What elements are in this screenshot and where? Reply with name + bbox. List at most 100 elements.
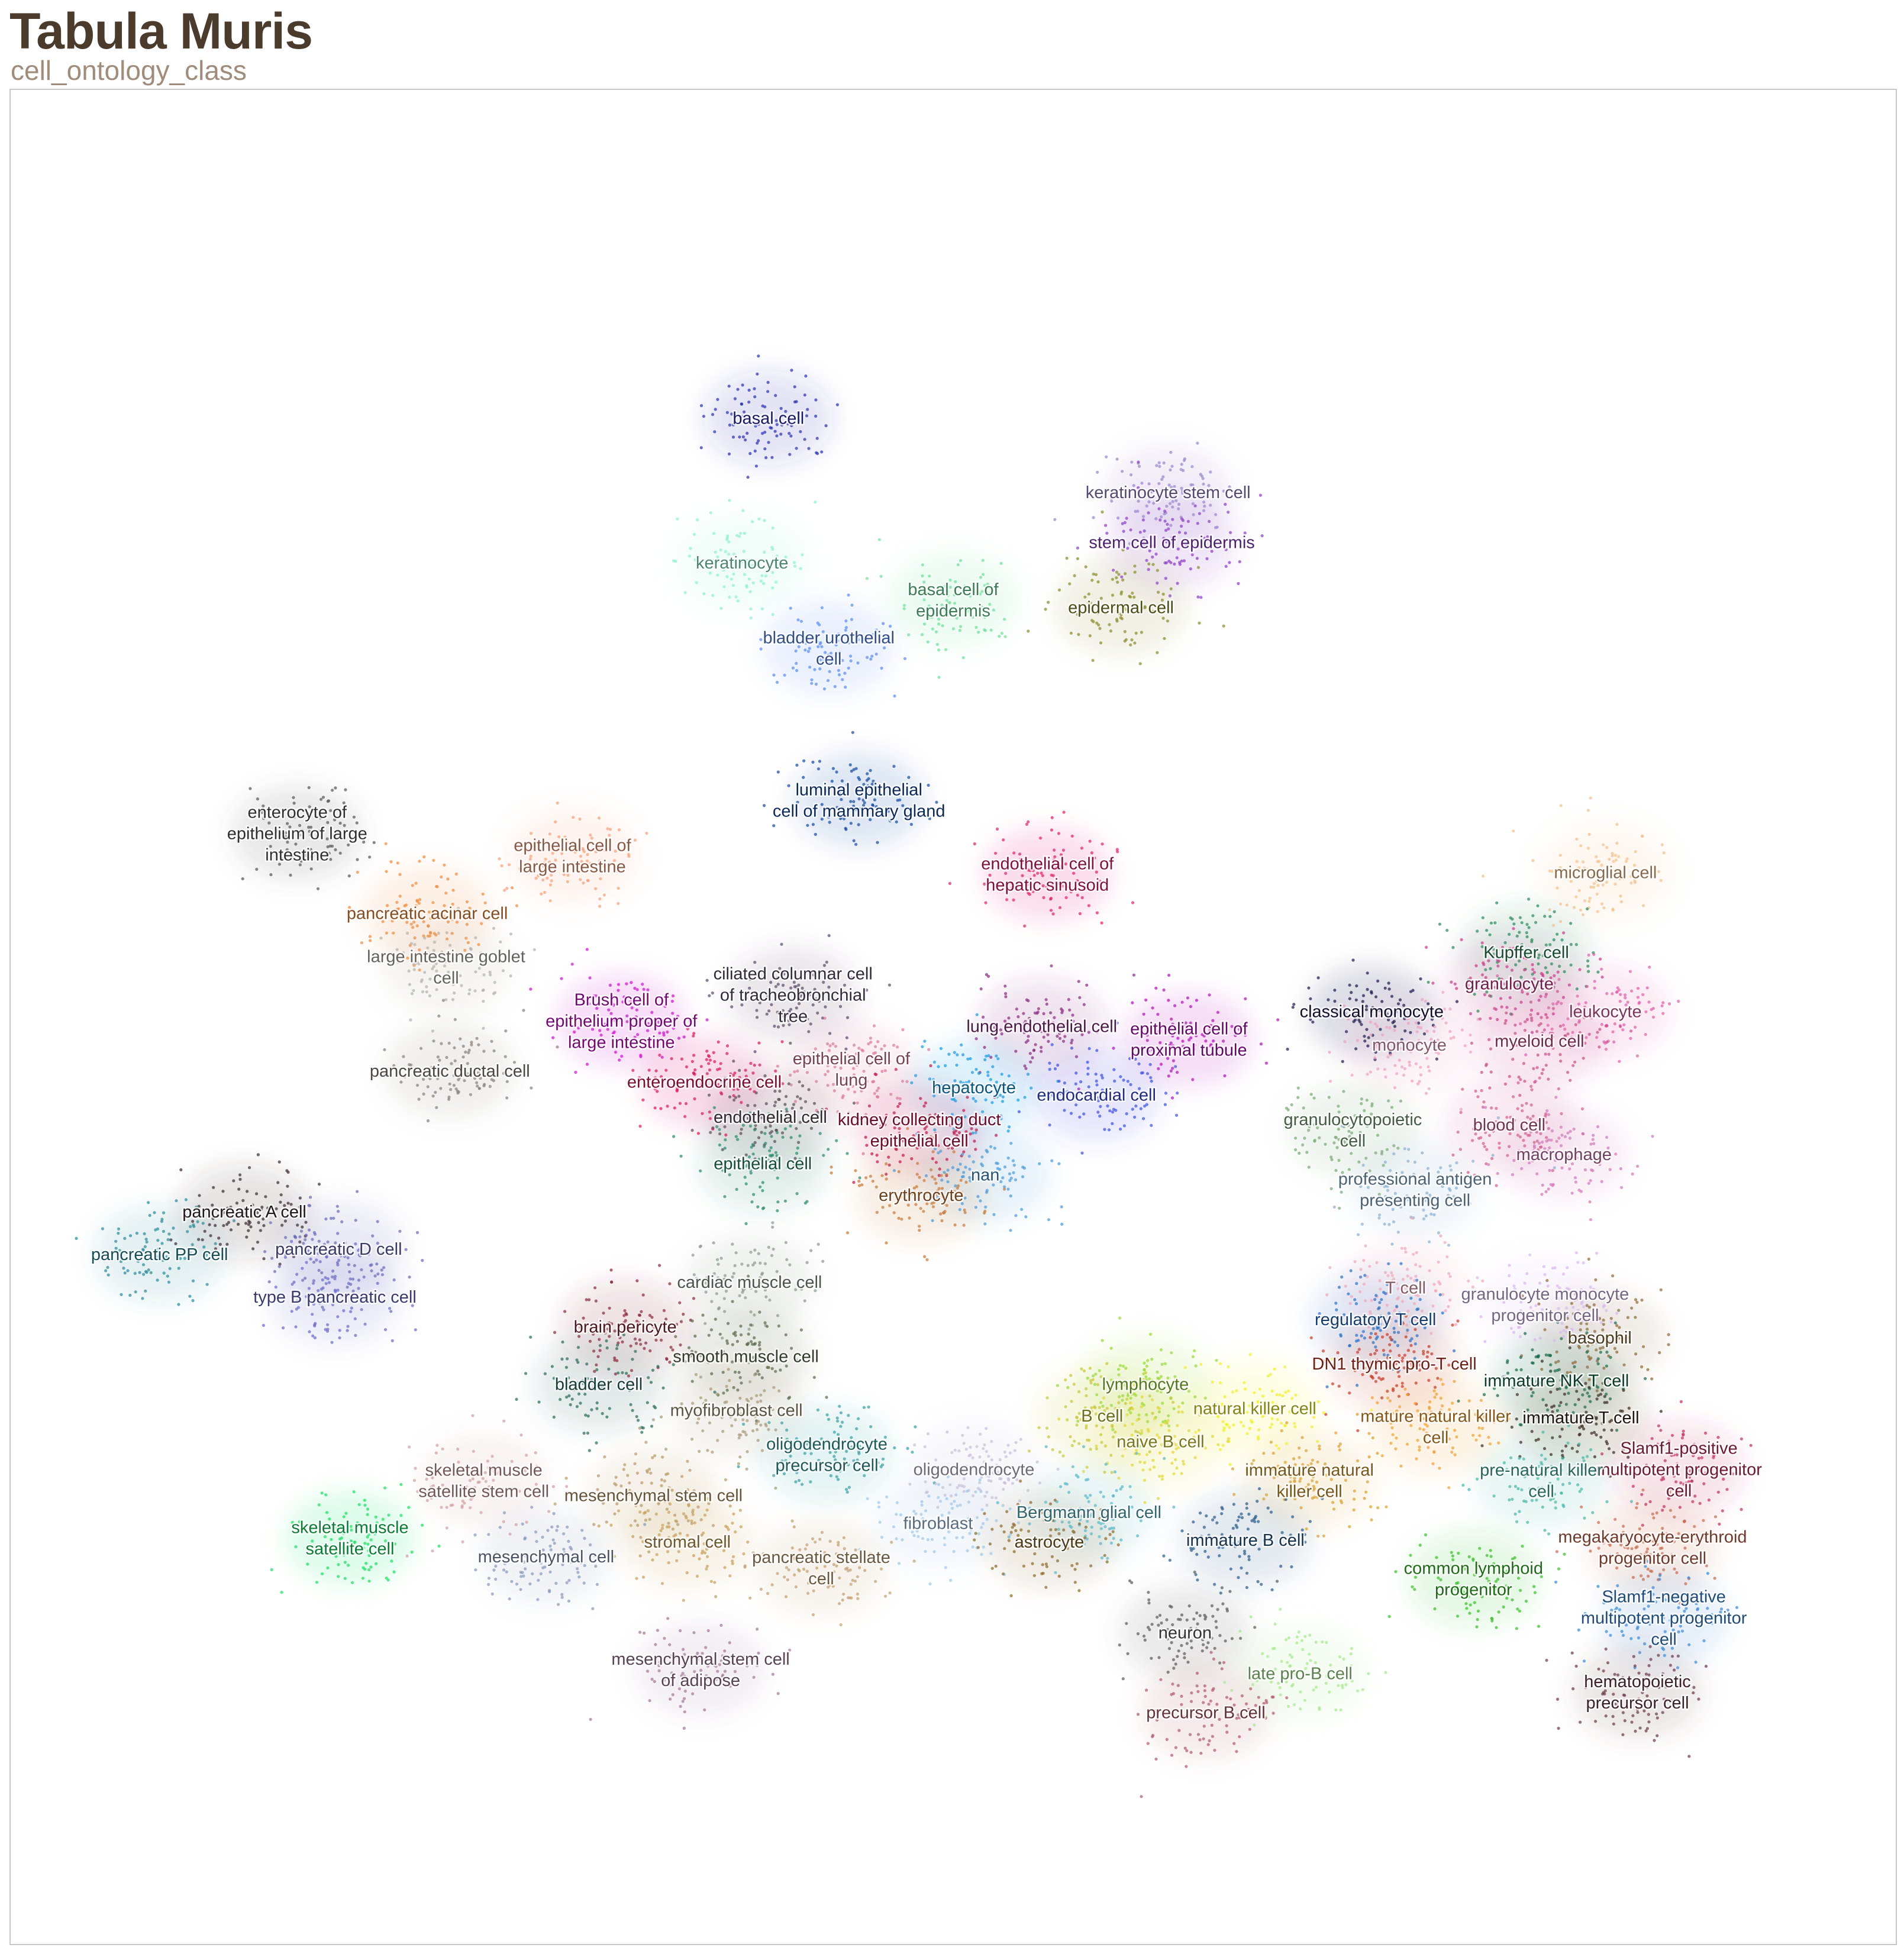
point	[784, 555, 788, 559]
point	[1115, 570, 1118, 574]
point	[360, 1268, 363, 1271]
point	[1201, 477, 1205, 480]
point	[934, 1161, 938, 1164]
point	[1544, 966, 1547, 970]
point	[1109, 629, 1113, 633]
point	[1343, 1040, 1347, 1044]
point	[1370, 1102, 1374, 1106]
point	[671, 994, 675, 997]
point	[1392, 1144, 1396, 1148]
point	[693, 1068, 697, 1072]
point	[1585, 984, 1589, 989]
point	[743, 573, 746, 576]
point	[990, 1101, 994, 1104]
point	[1550, 962, 1553, 965]
point	[1379, 1287, 1382, 1291]
point	[1366, 1044, 1370, 1048]
point	[732, 572, 735, 576]
point	[764, 1102, 768, 1106]
point	[797, 1141, 801, 1144]
point	[1521, 1104, 1524, 1107]
point	[467, 1051, 470, 1054]
point	[1116, 1368, 1121, 1371]
point	[476, 1084, 479, 1088]
point	[1605, 846, 1609, 850]
point	[849, 822, 853, 825]
point	[785, 1258, 789, 1261]
point	[290, 1310, 293, 1313]
point	[1228, 485, 1231, 489]
point	[748, 1380, 752, 1384]
point	[940, 1219, 944, 1223]
point	[1090, 579, 1094, 582]
point	[1595, 855, 1598, 858]
point	[869, 657, 873, 661]
point	[1112, 1068, 1116, 1071]
point	[1513, 1023, 1517, 1027]
point	[1017, 1110, 1021, 1113]
point	[1112, 1107, 1115, 1111]
point	[763, 1321, 767, 1325]
point	[1551, 1007, 1555, 1010]
point	[740, 1101, 743, 1104]
point	[617, 828, 621, 832]
point	[1530, 1361, 1534, 1365]
point	[850, 603, 854, 607]
point	[1115, 618, 1119, 621]
point	[1150, 490, 1154, 493]
point	[299, 1229, 304, 1233]
point	[727, 452, 731, 456]
point	[1140, 1071, 1143, 1075]
point	[1177, 507, 1180, 511]
point	[1513, 1007, 1517, 1010]
point	[320, 1271, 324, 1274]
point	[756, 1016, 759, 1019]
point	[713, 1060, 717, 1064]
point	[1122, 529, 1125, 533]
point	[1243, 531, 1247, 535]
point	[857, 776, 860, 780]
point	[757, 517, 761, 521]
point	[753, 1248, 757, 1252]
point	[313, 1336, 317, 1339]
point	[1623, 993, 1627, 997]
point	[651, 1368, 655, 1372]
point	[1118, 1364, 1122, 1367]
point	[408, 983, 412, 986]
point	[618, 1058, 621, 1062]
point	[316, 887, 320, 890]
point	[945, 1173, 948, 1176]
point	[918, 1225, 921, 1228]
point	[1433, 1025, 1437, 1029]
point	[664, 1448, 668, 1451]
point	[793, 564, 797, 568]
point	[1377, 1306, 1381, 1310]
point	[423, 971, 427, 974]
point	[617, 902, 620, 905]
point	[964, 1180, 968, 1184]
point	[869, 768, 872, 772]
point	[930, 1168, 933, 1172]
point	[693, 558, 697, 562]
point	[679, 1320, 683, 1323]
point	[1615, 1350, 1619, 1354]
point	[727, 540, 731, 544]
point	[1540, 1071, 1544, 1075]
halo-megakaryocyte-erythroid-progenitor-cell	[1587, 1500, 1718, 1595]
point	[647, 1068, 651, 1072]
point	[771, 526, 774, 530]
point	[1340, 1190, 1343, 1194]
point	[660, 1055, 664, 1059]
point	[426, 1119, 430, 1123]
point	[820, 450, 824, 454]
point	[1309, 997, 1312, 1000]
point	[788, 1263, 792, 1267]
point	[885, 1162, 888, 1165]
point	[398, 894, 402, 898]
point	[460, 984, 463, 987]
point	[1096, 470, 1099, 474]
point	[1425, 945, 1428, 949]
point	[456, 1091, 460, 1095]
point	[757, 1041, 761, 1045]
point	[1496, 1018, 1499, 1021]
